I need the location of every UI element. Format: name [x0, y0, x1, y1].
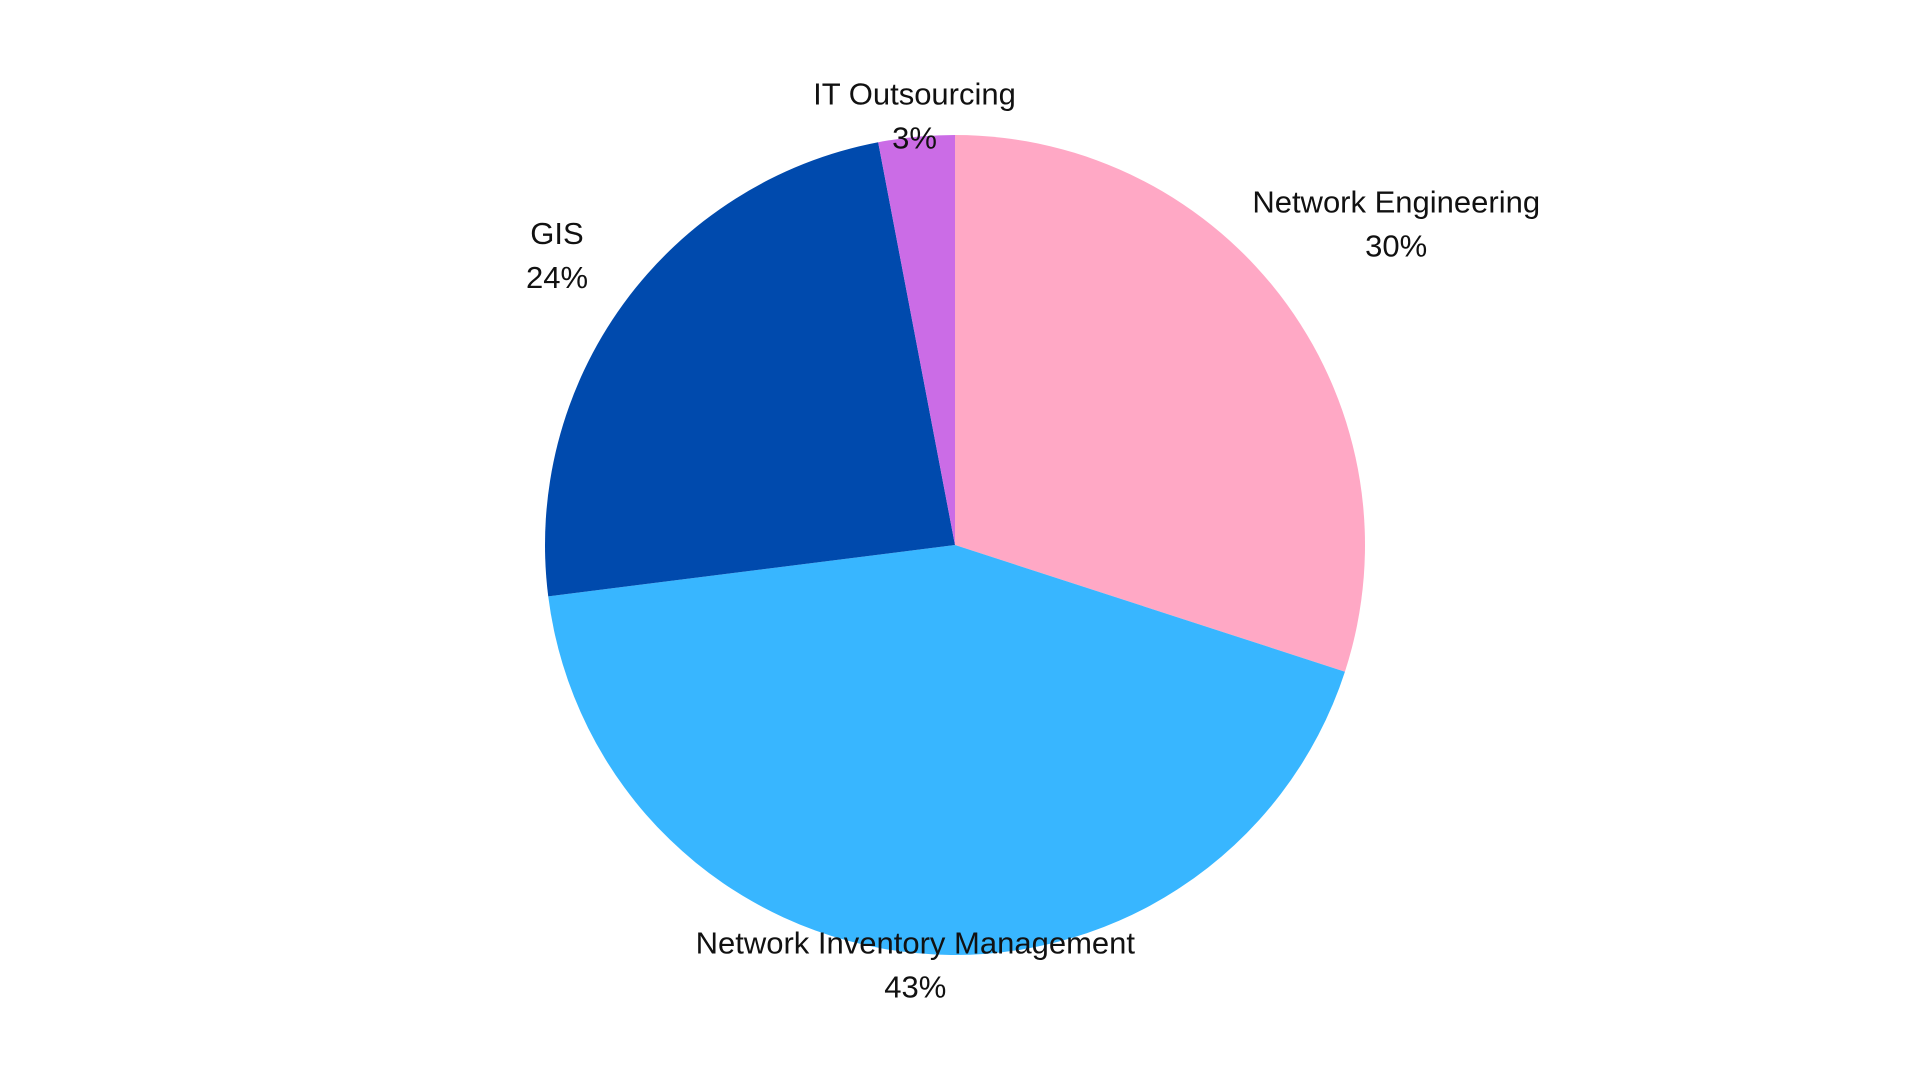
- pie-slice-network-inventory-management: [548, 545, 1345, 956]
- slice-category-label: Network Inventory Management: [696, 925, 1136, 960]
- slice-category-label: IT Outsourcing: [813, 76, 1016, 111]
- slice-label-group: GIS 24%: [526, 216, 588, 295]
- slice-percent-label: 43%: [884, 969, 946, 1004]
- slice-percent-label: 24%: [526, 260, 588, 295]
- slice-category-label: Network Engineering: [1252, 185, 1540, 220]
- labels-layer: Network Engineering 30% Network Inventory …: [526, 76, 1540, 1004]
- slice-label-group: Network Engineering 30%: [1252, 185, 1540, 264]
- slices-layer: [544, 135, 1365, 956]
- pie-slice-gis: [544, 142, 955, 597]
- pie-slice-it-outsourcing: [878, 135, 955, 545]
- slice-category-label: GIS: [530, 216, 583, 251]
- slice-label-group: Network Inventory Management 43%: [696, 925, 1136, 1004]
- slice-percent-label: 30%: [1365, 229, 1427, 264]
- slice-label-group: IT Outsourcing 3%: [813, 76, 1016, 155]
- slice-percent-label: 3%: [892, 120, 937, 155]
- pie-slice-network-engineering: [955, 135, 1365, 672]
